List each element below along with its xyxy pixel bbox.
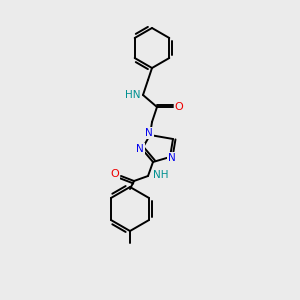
Text: O: O (175, 102, 183, 112)
Text: NH: NH (153, 170, 169, 180)
Text: HN: HN (124, 90, 140, 100)
Text: N: N (168, 153, 176, 163)
Text: N: N (136, 144, 144, 154)
Text: N: N (145, 128, 153, 138)
Text: O: O (111, 169, 119, 179)
